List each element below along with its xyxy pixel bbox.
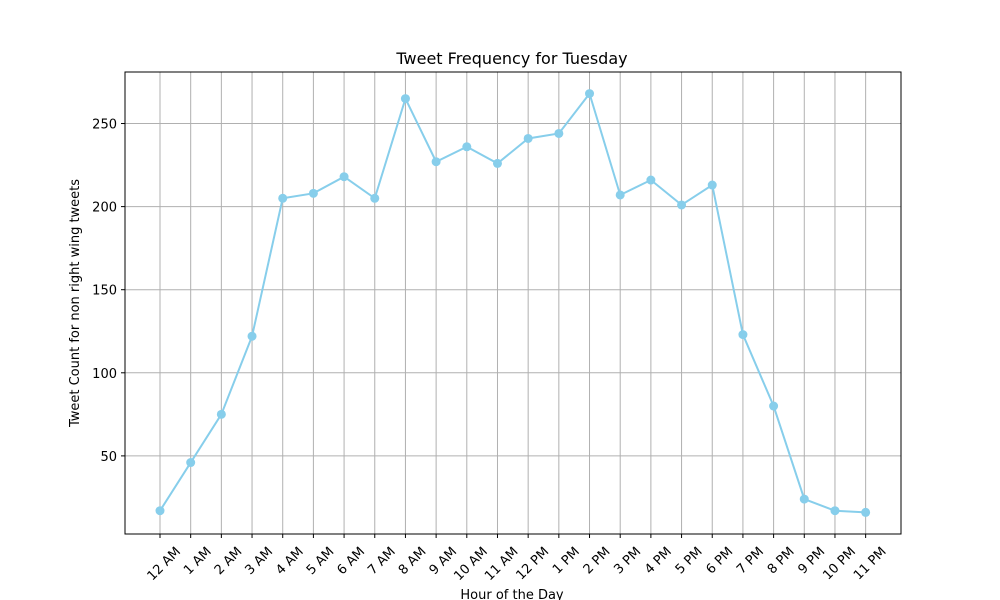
x-tick-label: 1 PM bbox=[550, 544, 583, 577]
data-point bbox=[370, 194, 379, 203]
y-axis-label: Tweet Count for non right wing tweets bbox=[68, 179, 83, 428]
chart-title: Tweet Frequency for Tuesday bbox=[395, 49, 627, 68]
x-tick-label: 12 AM bbox=[145, 544, 184, 583]
data-point bbox=[677, 200, 686, 209]
x-tick-label: 4 PM bbox=[642, 544, 675, 577]
x-tick-label: 3 AM bbox=[242, 544, 276, 578]
data-point bbox=[738, 330, 747, 339]
data-point bbox=[585, 89, 594, 98]
x-tick-label: 6 PM bbox=[703, 544, 736, 577]
data-point bbox=[769, 402, 778, 411]
tweet-count-line bbox=[160, 94, 866, 513]
x-axis-label: Hour of the Day bbox=[460, 588, 564, 600]
x-tick-label: 11 AM bbox=[482, 544, 521, 583]
data-point bbox=[432, 157, 441, 166]
data-point bbox=[493, 159, 502, 168]
y-tick-label: 50 bbox=[100, 450, 117, 465]
axis-ticks: 12 AM1 AM2 AM3 AM4 AM5 AM6 AM7 AM8 AM9 A… bbox=[92, 118, 890, 584]
data-point bbox=[646, 176, 655, 185]
plot-frame bbox=[125, 72, 901, 534]
data-point bbox=[401, 94, 410, 103]
data-point bbox=[830, 506, 839, 515]
x-tick-label: 5 AM bbox=[304, 544, 338, 578]
data-point bbox=[708, 181, 717, 190]
data-point bbox=[278, 194, 287, 203]
x-tick-label: 1 AM bbox=[181, 544, 215, 578]
data-point bbox=[217, 410, 226, 419]
data-points bbox=[156, 89, 871, 517]
x-tick-label: 5 PM bbox=[673, 544, 706, 577]
data-point bbox=[340, 172, 349, 181]
data-point bbox=[309, 189, 318, 198]
x-tick-label: 4 AM bbox=[273, 544, 307, 578]
x-tick-label: 10 AM bbox=[451, 544, 490, 583]
data-point bbox=[861, 508, 870, 517]
y-tick-label: 100 bbox=[92, 367, 117, 382]
x-tick-label: 7 PM bbox=[734, 544, 767, 577]
x-tick-label: 11 PM bbox=[851, 544, 890, 583]
data-point bbox=[524, 134, 533, 143]
x-tick-label: 8 AM bbox=[396, 544, 430, 578]
grid bbox=[125, 72, 901, 534]
x-tick-label: 7 AM bbox=[365, 544, 399, 578]
data-point bbox=[616, 190, 625, 199]
data-point bbox=[156, 506, 165, 515]
x-tick-label: 10 PM bbox=[820, 544, 859, 583]
y-tick-label: 250 bbox=[92, 118, 117, 133]
data-point bbox=[554, 129, 563, 138]
x-tick-label: 2 AM bbox=[212, 544, 246, 578]
x-tick-label: 12 PM bbox=[514, 544, 553, 583]
x-tick-label: 2 PM bbox=[581, 544, 614, 577]
x-tick-label: 3 PM bbox=[611, 544, 644, 577]
y-tick-label: 200 bbox=[92, 201, 117, 216]
data-point bbox=[462, 142, 471, 151]
data-point bbox=[186, 458, 195, 467]
x-tick-label: 6 AM bbox=[335, 544, 369, 578]
data-point bbox=[800, 495, 809, 504]
y-tick-label: 150 bbox=[92, 284, 117, 299]
x-tick-label: 8 PM bbox=[765, 544, 798, 577]
data-point bbox=[248, 332, 257, 341]
